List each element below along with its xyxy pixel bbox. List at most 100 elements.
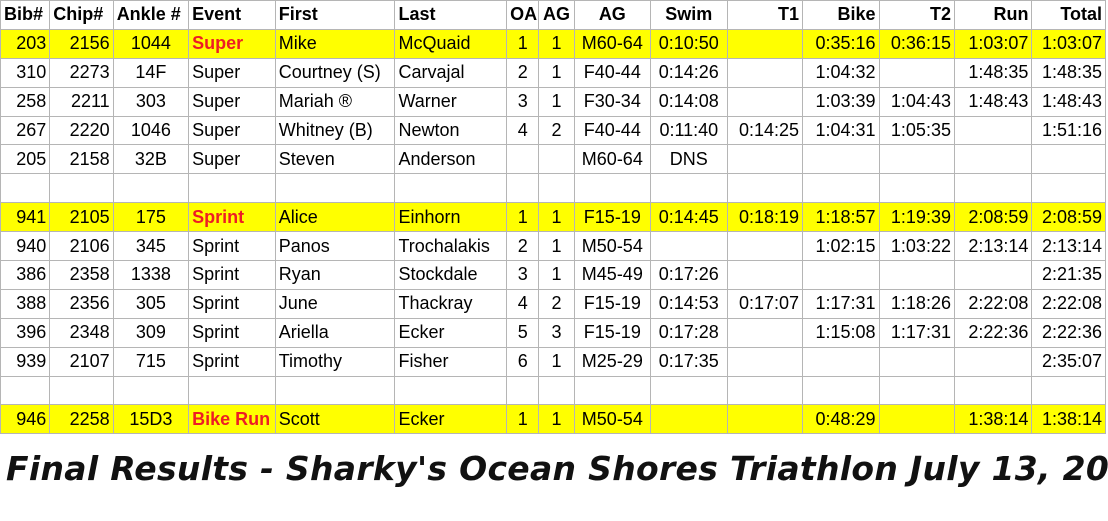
table-row: 941 2105 175 Sprint Alice Einhorn 1 1 F15-19 0:14… <box>0 202 1106 233</box>
cell-last <box>394 375 508 406</box>
cell-first: June <box>274 288 396 319</box>
column-header-total: Total <box>1031 0 1106 30</box>
cell-run <box>953 173 1033 204</box>
cell-oa: 3 <box>506 260 540 290</box>
cell-first: Mike <box>274 28 396 59</box>
cell-ag: M60-64 <box>573 144 652 175</box>
cell-bike: 1:04:32 <box>802 57 880 88</box>
cell-oa: 1 <box>506 28 540 59</box>
cell-t1 <box>726 231 804 262</box>
cell-bib: 310 <box>0 57 51 88</box>
cell-last: Warner <box>394 86 508 117</box>
cell-bib: 388 <box>0 288 51 319</box>
cell-ag: F15-19 <box>573 202 652 233</box>
cell-last: Stockdale <box>394 260 508 290</box>
cell-bike: 1:15:08 <box>802 317 880 348</box>
cell-bib: 940 <box>0 231 51 262</box>
cell-total: 1:48:43 <box>1031 86 1106 117</box>
cell-bib <box>0 375 51 406</box>
cell-bike <box>802 260 880 290</box>
cell-t1 <box>726 86 804 117</box>
cell-event: Sprint <box>188 317 276 348</box>
table-row: 946 2258 15D3 Bike Run Scott Ecker 1 1 M50-54 0:4… <box>0 404 1106 435</box>
cell-oa: 6 <box>506 346 540 377</box>
cell-bike: 0:35:16 <box>802 28 880 59</box>
column-header-t1: T1 <box>726 0 804 30</box>
column-header-run: Run <box>953 0 1033 30</box>
cell-first: Timothy <box>274 346 396 377</box>
cell-ag-rank: 2 <box>538 288 575 319</box>
table-row <box>0 375 1106 406</box>
cell-chip: 2106 <box>49 231 114 262</box>
cell-ag <box>573 173 652 204</box>
table-row: 396 2348 309 Sprint Ariella Ecker 5 3 F15-19 0:17… <box>0 317 1106 348</box>
cell-t2: 1:03:22 <box>878 231 955 262</box>
cell-event: Sprint <box>188 346 276 377</box>
cell-bib: 267 <box>0 115 51 146</box>
results-body: Bib# Chip# Ankle # Event First Last OA AG AG Swim… <box>0 0 1106 435</box>
cell-t1 <box>726 144 804 175</box>
cell-oa: 1 <box>506 202 540 233</box>
cell-ag: F15-19 <box>573 317 652 348</box>
cell-swim: 0:17:28 <box>650 317 728 348</box>
cell-bib: 203 <box>0 28 51 59</box>
cell-ankle: 1338 <box>112 260 190 290</box>
cell-bike: 1:17:31 <box>802 288 880 319</box>
cell-t2: 1:05:35 <box>878 115 955 146</box>
cell-total <box>1031 144 1106 175</box>
cell-oa: 5 <box>506 317 540 348</box>
cell-t1 <box>726 28 804 59</box>
cell-bib: 258 <box>0 86 51 117</box>
cell-swim <box>650 231 728 262</box>
column-header-bib: Bib# <box>0 0 51 30</box>
cell-t1: 0:17:07 <box>726 288 804 319</box>
cell-ag: M50-54 <box>573 231 652 262</box>
column-header-ankle: Ankle # <box>112 0 190 30</box>
cell-last: McQuaid <box>394 28 508 59</box>
cell-last: Ecker <box>394 404 508 435</box>
table-row: 388 2356 305 Sprint June Thackray 4 2 F15-19 0:14… <box>0 288 1106 319</box>
cell-ag <box>573 375 652 406</box>
cell-total: 2:35:07 <box>1031 346 1106 377</box>
cell-ankle <box>112 375 190 406</box>
cell-total: 1:48:35 <box>1031 57 1106 88</box>
cell-event: Sprint <box>188 202 276 233</box>
cell-ankle: 14F <box>112 57 190 88</box>
cell-bike <box>802 375 880 406</box>
cell-oa <box>506 144 540 175</box>
cell-chip: 2273 <box>49 57 114 88</box>
table-row: 205 2158 32B Super Steven Anderson M60-64 DNS <box>0 144 1106 175</box>
cell-bike: 1:18:57 <box>802 202 880 233</box>
column-header-chip: Chip# <box>49 0 114 30</box>
cell-bib: 946 <box>0 404 51 435</box>
cell-last <box>394 173 508 204</box>
cell-ag: M60-64 <box>573 28 652 59</box>
cell-ag-rank: 1 <box>538 57 575 88</box>
cell-last: Anderson <box>394 144 508 175</box>
cell-t1: 0:14:25 <box>726 115 804 146</box>
cell-total: 2:08:59 <box>1031 202 1106 233</box>
column-header-ag: AG <box>573 0 652 30</box>
cell-bike <box>802 144 880 175</box>
cell-first <box>274 375 396 406</box>
cell-swim: 0:14:53 <box>650 288 728 319</box>
cell-t1 <box>726 317 804 348</box>
cell-oa <box>506 173 540 204</box>
cell-ag-rank <box>538 173 575 204</box>
cell-first: Whitney (B) <box>274 115 396 146</box>
cell-ag: F15-19 <box>573 288 652 319</box>
cell-swim: 0:14:26 <box>650 57 728 88</box>
table-row: 940 2106 345 Sprint Panos Trochalakis 2 1 M50-54… <box>0 231 1106 262</box>
cell-t2: 0:36:15 <box>878 28 955 59</box>
cell-event <box>188 173 276 204</box>
cell-run: 2:13:14 <box>953 231 1033 262</box>
cell-t2: 1:18:26 <box>878 288 955 319</box>
cell-run <box>953 260 1033 290</box>
cell-t1 <box>726 260 804 290</box>
cell-ankle: 1046 <box>112 115 190 146</box>
cell-first: Alice <box>274 202 396 233</box>
cell-bib: 941 <box>0 202 51 233</box>
cell-oa: 1 <box>506 404 540 435</box>
cell-bib: 205 <box>0 144 51 175</box>
cell-run: 2:22:36 <box>953 317 1033 348</box>
